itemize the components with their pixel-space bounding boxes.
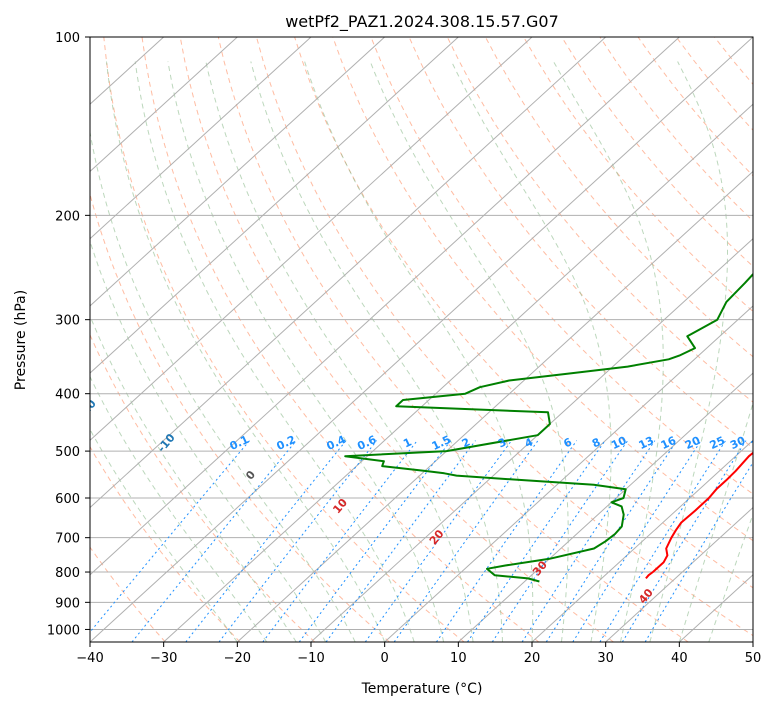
moist-adiabat-line: [206, 62, 473, 643]
moist-adiabat-line: [135, 62, 414, 643]
x-tick-label: 40: [671, 651, 688, 666]
mixing-ratio-label: 0.6: [355, 433, 378, 453]
mixing-ratio-line: [468, 441, 606, 642]
isotherm-line: [753, 37, 775, 642]
x-tick-label: −30: [150, 651, 177, 666]
mixing-ratio-label: 1: [401, 435, 413, 450]
dry-adiabat-line: [0, 37, 240, 642]
isotherm-line: [0, 37, 385, 642]
moist-adiabat-line: [17, 62, 267, 643]
mixing-ratio-line: [492, 441, 627, 642]
mixing-ratio-line: [546, 441, 677, 642]
dry-adiabat-label: 20: [427, 527, 447, 547]
moist-adiabat-line: [370, 62, 568, 643]
y-tick-label: 500: [55, 445, 80, 460]
x-tick-label: −40: [76, 651, 103, 666]
dry-adiabat-line: [714, 37, 775, 642]
mixing-ratio-label: 13: [637, 434, 656, 452]
dry-adiabat-line: [485, 37, 775, 642]
y-tick-label: 800: [55, 566, 80, 581]
dry-adiabat-line: [66, 37, 390, 642]
moist-adiabat-line: [452, 62, 612, 643]
mixing-ratio-line: [573, 441, 701, 642]
line-labels: 0.10.20.40.611.52346810131620253036-100-…: [0, 46, 769, 606]
dry-adiabat-label: 40: [636, 586, 656, 606]
y-tick-label: 900: [55, 596, 80, 611]
temperature-line: [646, 37, 775, 578]
isotherm-line: [90, 37, 753, 642]
moist-adiabat-line: [679, 62, 775, 643]
dry-adiabat-line: [753, 37, 775, 642]
y-tick-label: 1000: [47, 623, 80, 638]
mixing-ratio-line: [219, 441, 377, 642]
dry-adiabat-line: [371, 37, 775, 642]
moist-adiabat-line: [107, 62, 385, 643]
moist-adiabat-line: [305, 62, 533, 643]
x-tick-label: −10: [297, 651, 324, 666]
dry-adiabat-line: [562, 37, 775, 642]
mixing-ratio-line: [326, 441, 475, 642]
mixing-ratio-label: 25: [708, 434, 727, 452]
mixing-ratio-label: 8: [590, 435, 602, 450]
x-tick-label: 10: [450, 651, 467, 666]
mixing-ratio-label: 36: [749, 434, 769, 452]
x-tick-label: 30: [597, 651, 614, 666]
mixing-ratio-label: 30: [728, 434, 748, 452]
mixing-ratio-line: [600, 441, 726, 642]
y-tick-label: 200: [55, 209, 80, 224]
dry-adiabat-line: [447, 37, 775, 642]
dry-adiabat-line: [676, 37, 775, 642]
mixing-ratio-label: 0.2: [275, 433, 298, 453]
x-tick-label: 50: [745, 651, 762, 666]
dry-adiabat-line: [142, 37, 539, 642]
x-axis-label: Temperature (°C): [361, 681, 483, 697]
dry-adiabat-line: [524, 37, 775, 642]
x-tick-label: 20: [524, 651, 541, 666]
background-lines: [0, 37, 775, 642]
dry-adiabat-line: [295, 37, 775, 642]
dry-adiabat-line: [180, 37, 613, 642]
y-tick-label: 700: [55, 532, 80, 547]
y-tick-label: 100: [55, 31, 80, 46]
mixing-ratio-label: 10: [609, 434, 629, 452]
x-tick-label: 0: [381, 651, 389, 666]
dry-adiabat-label: 0: [243, 468, 258, 482]
dry-adiabat-line: [257, 37, 763, 642]
data-lines: [345, 37, 775, 582]
mixing-ratio-line: [186, 441, 346, 642]
dry-adiabat-line: [638, 37, 775, 642]
mixing-ratio-line: [622, 441, 746, 642]
y-tick-label: 600: [55, 492, 80, 507]
mixing-ratio-label: 4: [523, 435, 536, 450]
isotherm-line: [0, 37, 606, 642]
mixing-ratio-label: 0.1: [228, 433, 251, 453]
x-tick-label: −20: [224, 651, 251, 666]
dry-adiabat-label: 10: [330, 496, 350, 516]
isotherm-line: [0, 37, 458, 642]
isotherm-line: [164, 37, 775, 642]
y-tick-label: 400: [55, 388, 80, 403]
dry-adiabat-line: [333, 37, 775, 642]
y-tick-label: 300: [55, 314, 80, 329]
chart-title: wetPf2_PAZ1.2024.308.15.57.G07: [285, 12, 559, 32]
mixing-ratio-label: 0.4: [325, 433, 348, 453]
mixing-ratio-line: [436, 441, 576, 642]
dewpoint-line: [345, 37, 775, 582]
y-axis-label: Pressure (hPa): [13, 290, 29, 390]
mixing-ratio-line: [522, 441, 655, 642]
mixing-ratio-label: 16: [659, 434, 679, 452]
